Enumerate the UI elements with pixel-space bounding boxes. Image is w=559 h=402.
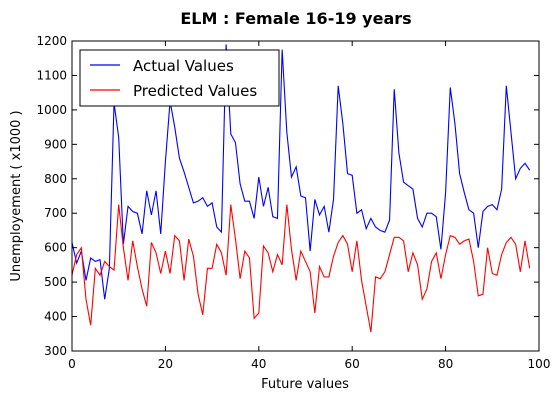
y-tick-label: 1100: [36, 68, 67, 82]
y-tick-label: 900: [44, 137, 67, 151]
y-axis-label: Unemployement ( x1000 ): [9, 110, 24, 281]
y-tick-label: 600: [44, 241, 67, 255]
y-tick-label: 1200: [36, 34, 67, 48]
legend-label-actual: Actual Values: [133, 57, 234, 75]
y-tick-label: 400: [44, 310, 67, 324]
y-tick-label: 800: [44, 172, 67, 186]
x-tick-label: 20: [158, 357, 173, 371]
legend: Actual Values Predicted Values: [80, 50, 279, 106]
x-tick-label: 80: [438, 357, 453, 371]
x-axis-label: Future values: [261, 377, 349, 392]
legend-label-predicted: Predicted Values: [133, 82, 257, 100]
x-tick-label: 60: [345, 357, 360, 371]
y-tick-label: 700: [44, 206, 67, 220]
y-tick-label: 300: [44, 344, 67, 358]
chart-title: ELM : Female 16-19 years: [180, 9, 411, 28]
y-tick-label: 500: [44, 275, 67, 289]
x-tick-label: 0: [68, 357, 76, 371]
y-tick-label: 1000: [36, 103, 67, 117]
x-tick-label: 100: [528, 357, 551, 371]
x-tick-label: 40: [251, 357, 266, 371]
